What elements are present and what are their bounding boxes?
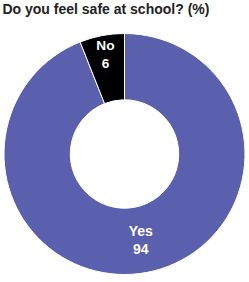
svg-text:Do you feel safe at school? (%: Do you feel safe at school? (%) <box>2 1 209 17</box>
svg-text:No6: No6 <box>96 38 114 71</box>
svg-text:Yes94: Yes94 <box>129 223 153 257</box>
